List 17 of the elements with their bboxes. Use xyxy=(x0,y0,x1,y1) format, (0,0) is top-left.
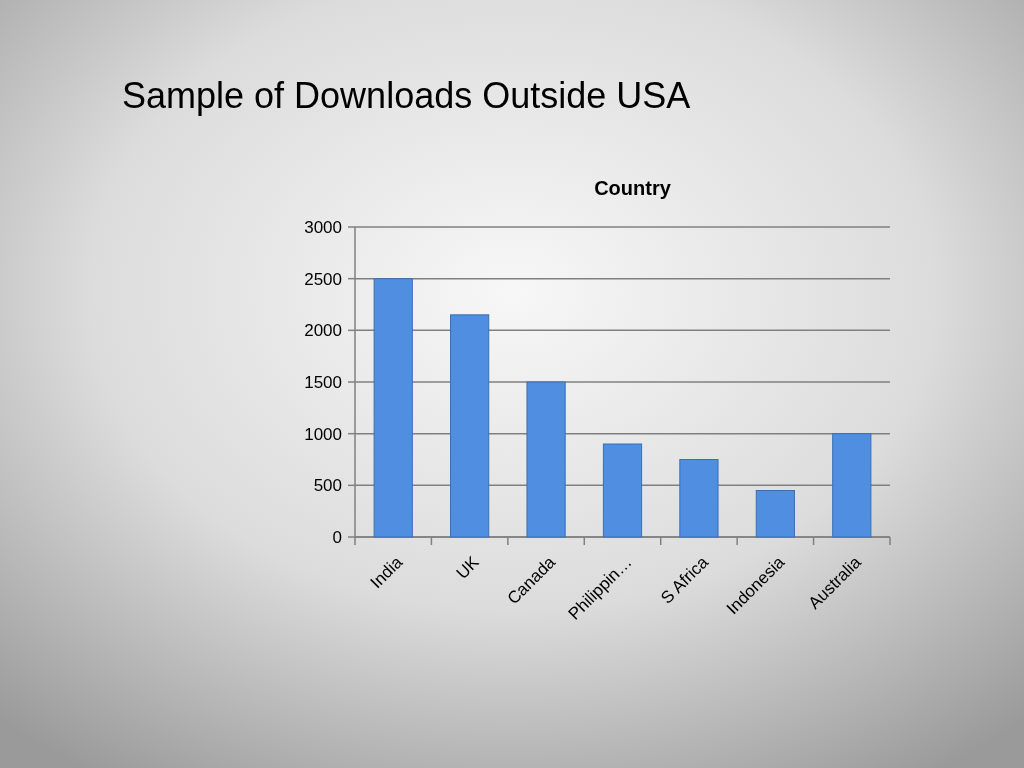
y-tick-label: 2000 xyxy=(304,321,342,341)
bar xyxy=(679,459,719,538)
chart-title: Sample of Downloads Outside USA xyxy=(122,75,691,116)
y-tick-label: 500 xyxy=(313,476,342,496)
bar xyxy=(602,443,643,538)
y-tick-label: 3000 xyxy=(304,217,342,237)
bar xyxy=(832,433,872,538)
bar xyxy=(755,490,795,538)
x-tick-label: UK xyxy=(452,552,484,583)
bar xyxy=(373,278,413,538)
y-tick-label: 1500 xyxy=(304,372,342,392)
y-tick-label: 0 xyxy=(332,527,342,547)
bar xyxy=(526,381,566,538)
y-tick-label: 1000 xyxy=(304,424,342,444)
y-tick-label: 2500 xyxy=(304,269,342,289)
bar xyxy=(450,314,490,538)
chart-subtitle: Country xyxy=(594,177,672,199)
